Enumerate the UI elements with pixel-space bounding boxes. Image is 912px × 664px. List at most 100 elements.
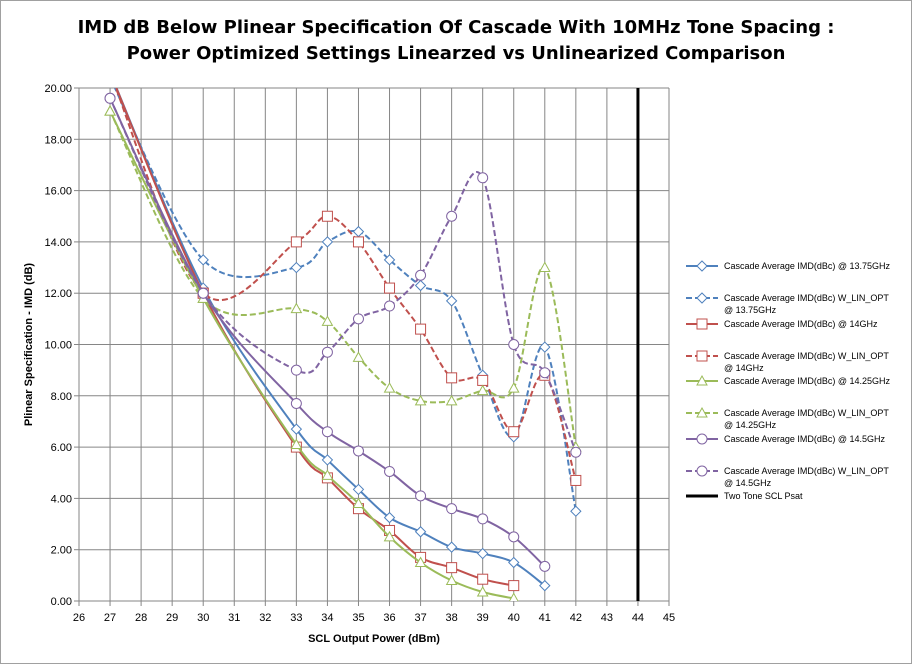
y-tick-label: 14.00 [44, 237, 72, 249]
data-point [539, 560, 551, 572]
data-point [290, 261, 303, 274]
legend-marker [696, 292, 708, 304]
data-point [445, 394, 458, 406]
data-point [352, 483, 365, 496]
data-point [445, 541, 458, 553]
data-point [508, 556, 520, 569]
y-tick-label: 18.00 [44, 134, 72, 146]
x-axis-title: SCL Output Power (dBm) [308, 633, 440, 645]
legend-marker [696, 433, 708, 445]
data-point [104, 105, 116, 116]
series-line [109, 97, 577, 453]
x-tick-label: 42 [570, 612, 582, 624]
chart-title-line2: Power Optimized Settings Linearzed vs Un… [126, 43, 786, 64]
data-point [321, 454, 334, 466]
data-point [446, 503, 458, 515]
data-point [476, 547, 489, 560]
y-tick-label: 12.00 [44, 288, 72, 300]
legend-entry: Cascade Average IMD(dBc) @ 14GHz [686, 318, 878, 330]
data-point [507, 382, 520, 393]
y-tick-label: 20.00 [44, 83, 72, 95]
legend-entry: Cascade Average IMD(dBc) @ 14.5GHz [686, 433, 886, 445]
data-point [445, 295, 458, 307]
x-tick-label: 44 [632, 612, 644, 624]
data-point [414, 279, 427, 292]
data-point [321, 346, 333, 358]
data-point [352, 313, 364, 325]
x-tick-label: 38 [446, 612, 458, 624]
legend-label: Cascade Average IMD(dBc) @ 14GHz [724, 319, 878, 329]
legend-marker [696, 260, 708, 272]
data-point [446, 372, 458, 384]
y-tick-label: 10.00 [44, 340, 72, 352]
data-point [383, 530, 396, 542]
data-point [539, 367, 551, 379]
data-point [383, 382, 396, 393]
data-point [290, 236, 302, 248]
legend-marker [696, 374, 708, 386]
data-point [415, 323, 427, 335]
x-tick-label: 32 [259, 612, 271, 624]
legend-marker [696, 350, 708, 362]
data-point [508, 339, 520, 350]
data-point [352, 497, 365, 509]
y-tick-label: 6.00 [51, 442, 72, 454]
series-2 [115, 88, 520, 592]
legend-entry: Cascade Average IMD(dBc) W_LIN_OPT @ 14GH… [686, 350, 889, 373]
y-tick-label: 16.00 [44, 186, 72, 198]
x-tick-label: 28 [135, 612, 147, 624]
data-point [290, 302, 303, 314]
data-point [384, 465, 396, 477]
legend-entry: Cascade Average IMD(dBc) @ 14.25GHz [686, 374, 891, 386]
data-point [384, 300, 396, 312]
data-point [477, 513, 489, 525]
y-tick-label: 4.00 [51, 493, 72, 505]
legend-label: Cascade Average IMD(dBc) W_LIN_OPT @ 14GH… [724, 351, 889, 373]
legend-label: Cascade Average IMD(dBc) @ 13.75GHz [724, 261, 891, 271]
data-point [290, 438, 303, 450]
data-point [508, 592, 519, 601]
data-point [383, 254, 396, 266]
data-point [352, 351, 365, 362]
data-point [197, 287, 209, 299]
x-tick-label: 40 [508, 612, 520, 624]
data-point [539, 579, 551, 592]
data-point [415, 269, 427, 281]
legend-label: Cascade Average IMD(dBc) W_LIN_OPT @ 13.7… [724, 293, 889, 315]
x-tick-label: 30 [197, 612, 209, 624]
data-point [508, 580, 520, 592]
legend-entry: Cascade Average IMD(dBc) W_LIN_OPT @ 14.5… [686, 465, 889, 488]
data-point [321, 426, 333, 438]
series-5 [104, 105, 582, 452]
x-tick-label: 33 [290, 612, 302, 624]
data-point [321, 315, 334, 326]
data-point [414, 556, 427, 568]
data-point [415, 490, 427, 502]
data-point [539, 341, 551, 353]
data-point [476, 585, 489, 597]
data-point [508, 426, 520, 438]
legend-entry: Cascade Average IMD(dBc) W_LIN_OPT @ 14.2… [686, 406, 889, 430]
data-point [446, 210, 458, 222]
data-point [414, 394, 427, 406]
legend-marker [696, 465, 708, 477]
x-tick-label: 37 [414, 612, 426, 624]
data-point [104, 92, 116, 104]
data-point [352, 445, 364, 457]
data-point [538, 261, 551, 273]
data-point [352, 225, 365, 238]
data-point [321, 469, 334, 480]
data-point [290, 364, 302, 376]
data-point [383, 511, 396, 524]
y-tick-label: 8.00 [51, 391, 72, 403]
data-point [290, 397, 302, 409]
series-1 [113, 88, 582, 517]
y-tick-label: 0.00 [51, 596, 72, 608]
series-4 [104, 105, 519, 601]
x-tick-label: 36 [383, 612, 395, 624]
series-7 [104, 92, 582, 458]
data-point [477, 172, 489, 184]
data-point [570, 505, 582, 517]
